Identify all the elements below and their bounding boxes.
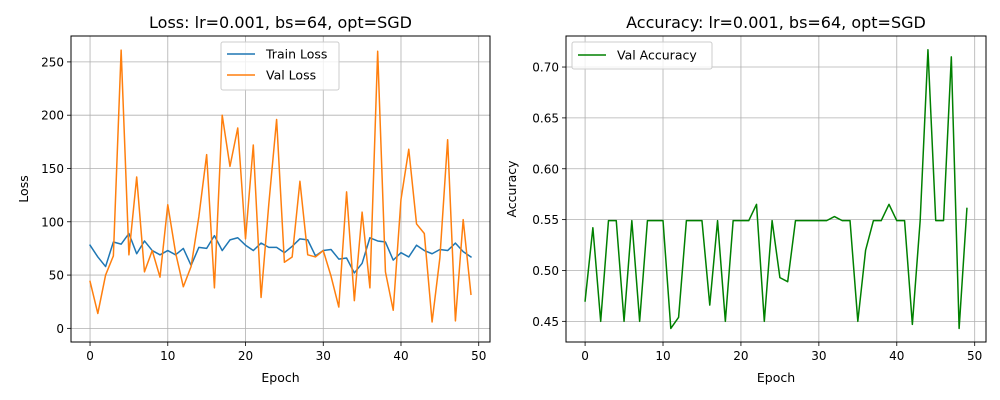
- loss-y-tick-label: 200: [41, 109, 64, 123]
- accuracy-x-tick-label: 40: [889, 349, 904, 363]
- accuracy-x-axis-label: Epoch: [757, 370, 795, 385]
- loss-plot-frame: [70, 35, 491, 343]
- loss-x-tick-label: 10: [160, 349, 175, 363]
- accuracy-plot-frame: [565, 35, 987, 343]
- loss-x-tick-label: 0: [86, 349, 94, 363]
- loss-x-tick-label: 20: [238, 349, 253, 363]
- legend-label-val-accuracy: Val Accuracy: [617, 48, 697, 63]
- accuracy-chart: Accuracy: lr=0.001, bs=64, opt=SGD 0 10 20…: [504, 13, 987, 385]
- accuracy-series-layer: [584, 48, 968, 330]
- accuracy-y-tick-label: 0.50: [532, 264, 559, 278]
- accuracy-legend-box: [571, 41, 713, 70]
- accuracy-legend: Val Accuracy: [571, 41, 713, 70]
- loss-series-layer: [89, 49, 472, 323]
- loss-x-tick-label: 30: [316, 349, 331, 363]
- accuracy-y-tick-label: 0.70: [532, 61, 559, 75]
- legend-label-train-loss: Train Loss: [265, 47, 327, 62]
- accuracy-y-tick-label: 0.45: [532, 315, 559, 329]
- legend-label-val-loss: Val Loss: [266, 68, 316, 83]
- accuracy-x-tick-label: 10: [655, 349, 670, 363]
- loss-x-tick-label: 50: [471, 349, 486, 363]
- series-line-train-loss: [89, 232, 472, 274]
- accuracy-x-tick-label: 20: [733, 349, 748, 363]
- accuracy-y-tick-label: 0.65: [532, 111, 559, 125]
- accuracy-grid: [566, 36, 986, 342]
- loss-legend: Train Loss Val Loss: [220, 41, 340, 91]
- accuracy-y-tick-label: 0.60: [532, 162, 559, 176]
- loss-y-axis-label: Loss: [16, 175, 31, 202]
- accuracy-x-tick-label: 0: [581, 349, 589, 363]
- loss-y-axis: 0 50 100 150 200 250: [41, 55, 71, 336]
- loss-y-tick-label: 100: [41, 215, 64, 229]
- loss-y-tick-label: 0: [56, 322, 64, 336]
- accuracy-y-tick-label: 0.55: [532, 213, 559, 227]
- accuracy-x-tick-label: 50: [967, 349, 982, 363]
- loss-chart: Loss: lr=0.001, bs=64, opt=SGD 0 10 20 30 40…: [16, 13, 491, 385]
- loss-x-axis: 0 10 20 30 40 50: [86, 342, 486, 363]
- loss-x-axis-label: Epoch: [261, 370, 299, 385]
- series-line-val-loss: [89, 49, 472, 323]
- series-line-val-accuracy: [584, 48, 968, 330]
- accuracy-y-axis: 0.45 0.50 0.55 0.60 0.65 0.70: [532, 61, 566, 329]
- accuracy-x-axis: 0 10 20 30 40 50: [581, 342, 982, 363]
- loss-y-tick-label: 50: [49, 269, 64, 283]
- loss-chart-title: Loss: lr=0.001, bs=64, opt=SGD: [149, 13, 412, 32]
- loss-x-tick-label: 40: [393, 349, 408, 363]
- accuracy-x-tick-label: 30: [811, 349, 826, 363]
- loss-y-tick-label: 250: [41, 55, 64, 69]
- accuracy-y-axis-label: Accuracy: [504, 160, 519, 218]
- accuracy-chart-title: Accuracy: lr=0.001, bs=64, opt=SGD: [626, 13, 926, 32]
- loss-y-tick-label: 150: [41, 162, 64, 176]
